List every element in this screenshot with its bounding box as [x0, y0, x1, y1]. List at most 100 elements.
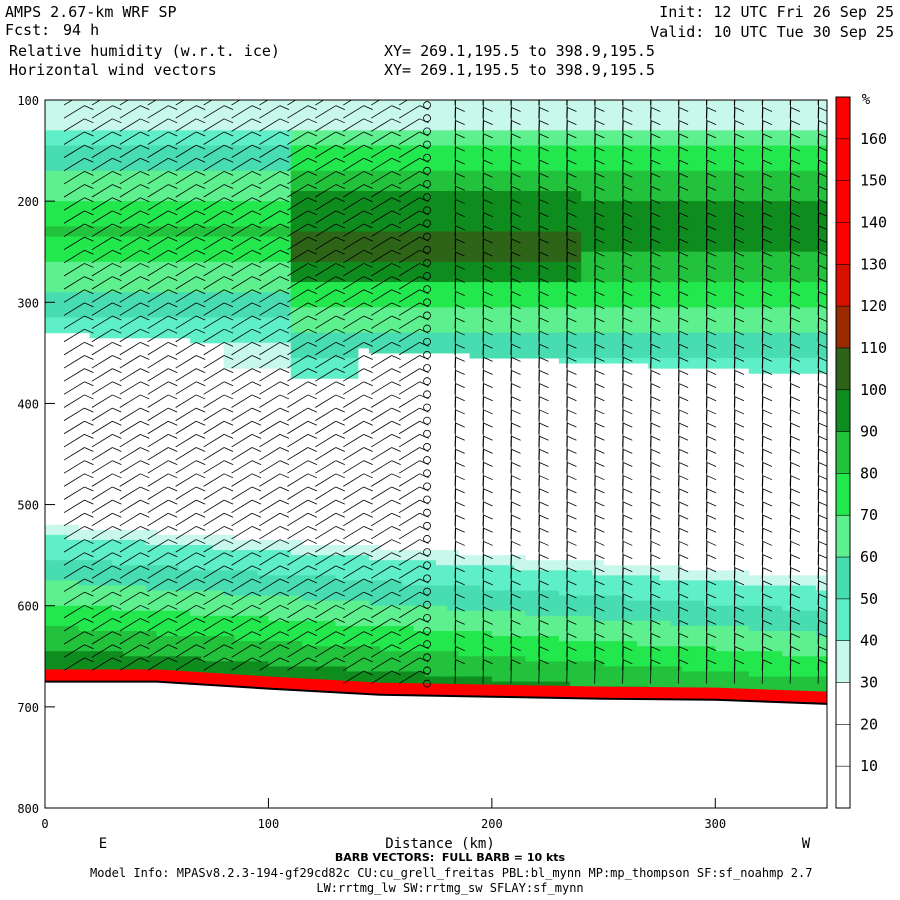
humidity-cell	[558, 671, 571, 678]
humidity-cell	[424, 317, 437, 324]
humidity-cell	[581, 615, 593, 622]
humidity-cell	[246, 266, 258, 273]
humidity-cell	[391, 231, 404, 238]
humidity-cell	[514, 631, 526, 637]
humidity-cell	[234, 555, 247, 561]
humidity-cell	[313, 277, 325, 283]
humidity-cell	[145, 261, 158, 268]
humidity-cell	[324, 271, 337, 278]
humidity-cell	[223, 221, 236, 228]
humidity-cell	[246, 636, 258, 642]
humidity-cell	[514, 125, 526, 131]
humidity-cell	[402, 595, 415, 602]
humidity-cell	[190, 100, 202, 106]
humidity-cell	[503, 317, 515, 324]
humidity-cell	[570, 185, 582, 192]
humidity-cell	[234, 615, 247, 622]
humidity-cell	[447, 636, 459, 642]
humidity-cell	[570, 676, 582, 683]
humidity-cell	[570, 671, 582, 678]
humidity-cell	[480, 261, 493, 268]
humidity-cell	[402, 125, 415, 131]
humidity-cell	[123, 595, 135, 602]
humidity-cell	[570, 610, 582, 617]
humidity-cell	[469, 302, 482, 308]
humidity-cell	[56, 560, 68, 566]
humidity-cell	[313, 610, 325, 617]
humidity-cell	[536, 191, 549, 197]
humidity-cell	[45, 261, 57, 268]
humidity-cell	[581, 236, 593, 243]
humidity-cell	[246, 282, 258, 288]
humidity-cell	[581, 585, 593, 592]
humidity-cell	[268, 226, 281, 233]
humidity-cell	[100, 231, 113, 238]
humidity-cell	[491, 615, 504, 622]
humidity-cell	[145, 600, 158, 607]
humidity-cell	[346, 676, 359, 683]
humidity-cell	[167, 130, 180, 136]
humidity-cell	[279, 570, 292, 576]
humidity-cell	[156, 636, 169, 642]
humidity-cell	[123, 610, 135, 617]
humidity-cell	[525, 327, 538, 334]
humidity-cell	[212, 216, 225, 222]
humidity-cell	[67, 251, 80, 258]
humidity-cell	[436, 266, 448, 273]
humidity-cell	[447, 600, 459, 607]
humidity-cell	[480, 175, 493, 182]
humidity-cell	[547, 322, 560, 329]
humidity-cell	[134, 539, 147, 546]
humidity-cell	[268, 646, 281, 652]
humidity-cell	[45, 317, 57, 324]
humidity-cell	[279, 125, 292, 131]
humidity-cell	[100, 646, 113, 652]
humidity-cell	[491, 307, 504, 313]
humidity-cell	[67, 191, 80, 197]
humidity-cell	[335, 135, 348, 142]
humidity-cell	[201, 271, 214, 278]
humidity-cell	[246, 337, 258, 344]
humidity-cell	[469, 165, 482, 172]
humidity-cell	[112, 196, 124, 202]
humidity-cell	[357, 671, 370, 678]
humidity-cell	[447, 145, 459, 152]
humidity-cell	[56, 155, 68, 162]
humidity-cell	[246, 140, 258, 147]
humidity-cell	[469, 322, 482, 329]
humidity-cell	[558, 266, 571, 273]
humidity-cell	[324, 545, 337, 551]
humidity-cell	[67, 105, 80, 111]
humidity-cell	[413, 312, 426, 319]
humidity-cell	[447, 656, 459, 662]
humidity-cell	[503, 297, 515, 303]
humidity-cell	[190, 625, 202, 632]
humidity-cell	[391, 312, 404, 319]
humidity-cell	[301, 246, 314, 253]
humidity-cell	[112, 550, 124, 556]
humidity-cell	[123, 312, 135, 319]
humidity-cell	[167, 641, 180, 647]
humidity-cell	[570, 636, 582, 642]
humidity-cell	[156, 590, 169, 597]
humidity-cell	[368, 125, 381, 131]
humidity-cell	[279, 327, 292, 334]
humidity-cell	[145, 327, 158, 334]
humidity-cell	[78, 656, 91, 662]
humidity-cell	[145, 110, 158, 116]
humidity-cell	[279, 322, 292, 329]
humidity-cell	[290, 125, 303, 131]
humidity-cell	[301, 120, 314, 126]
humidity-cell	[570, 191, 582, 197]
humidity-cell	[179, 317, 191, 324]
humidity-cell	[436, 676, 448, 683]
humidity-cell	[67, 651, 80, 657]
humidity-cell	[458, 261, 471, 268]
humidity-cell	[413, 175, 426, 182]
humidity-cell	[301, 251, 314, 258]
humidity-cell	[357, 100, 370, 106]
humidity-cell	[368, 135, 381, 142]
humidity-cell	[436, 580, 448, 587]
humidity-cell	[167, 656, 180, 662]
humidity-cell	[145, 180, 158, 187]
